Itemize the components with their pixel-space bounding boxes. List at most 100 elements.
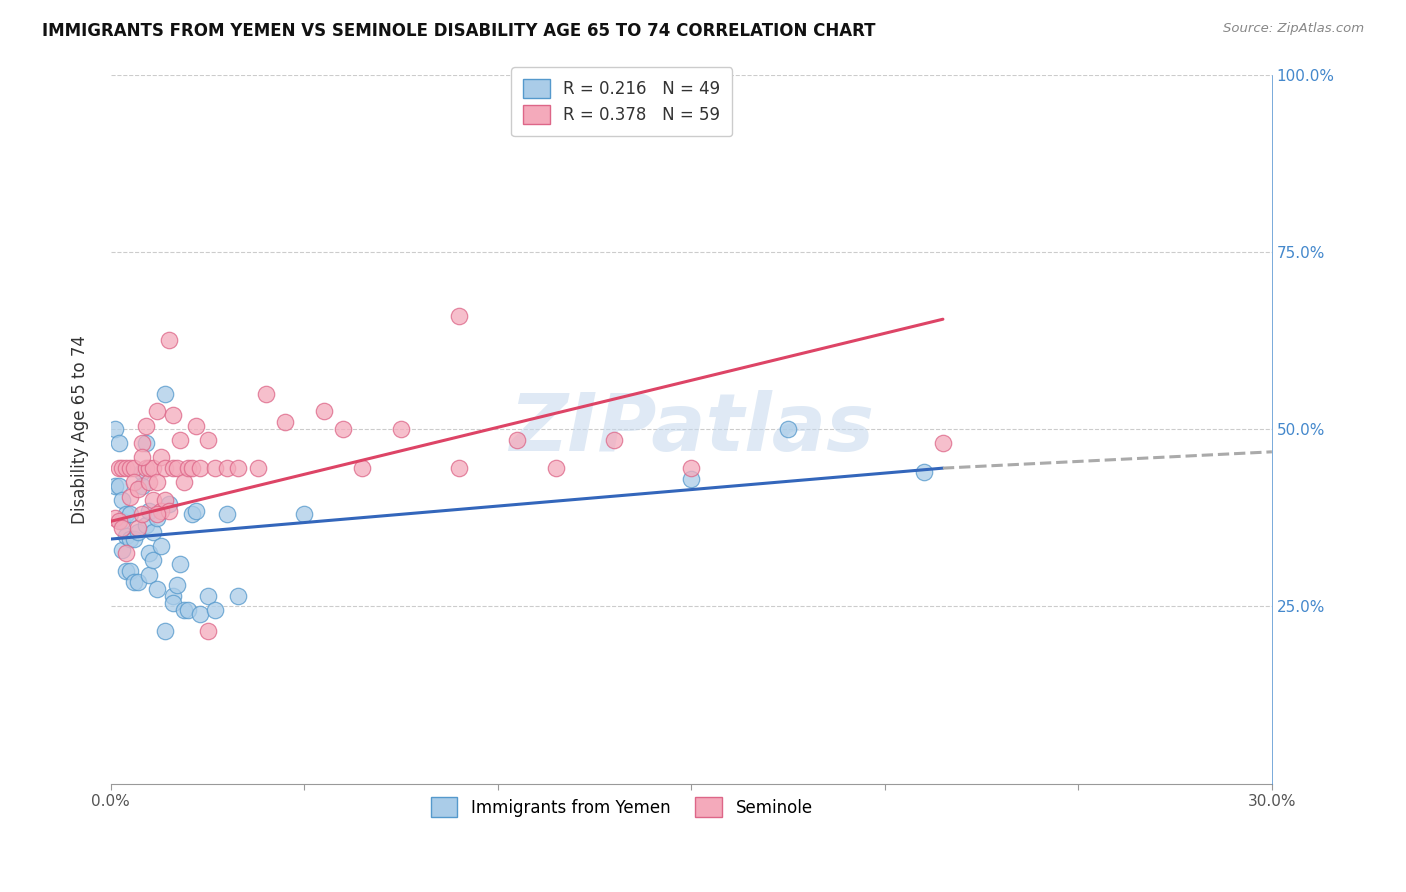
Point (111, 461, 134, 475)
Point (115, 528, 138, 542)
Point (204, 461, 226, 475)
Point (157, 497, 180, 511)
Point (135, 418, 157, 433)
Point (292, 507, 315, 521)
Point (107, 514, 129, 528)
Point (146, 510, 169, 524)
Point (153, 461, 176, 475)
Point (111, 493, 134, 508)
Point (188, 461, 211, 475)
Point (131, 507, 153, 521)
Point (157, 504, 180, 518)
Point (142, 553, 165, 567)
Point (312, 404, 335, 418)
Point (215, 507, 238, 521)
Point (131, 450, 153, 465)
Point (122, 475, 145, 490)
Point (122, 532, 145, 546)
Point (162, 596, 184, 610)
Text: ZIPatlas: ZIPatlas (509, 390, 875, 468)
Point (912, 465, 935, 479)
Point (449, 309, 471, 323)
Point (146, 507, 169, 521)
Point (107, 461, 129, 475)
Point (150, 539, 173, 553)
Point (181, 507, 204, 521)
Point (135, 517, 157, 532)
Point (131, 436, 153, 450)
Point (274, 415, 297, 429)
Point (150, 504, 173, 518)
Point (115, 507, 138, 521)
Point (138, 546, 160, 560)
Point (681, 461, 703, 475)
Point (166, 578, 188, 592)
Point (246, 461, 269, 475)
Point (603, 433, 626, 447)
Point (138, 504, 160, 518)
Point (215, 461, 238, 475)
Point (197, 624, 219, 639)
Point (127, 483, 149, 497)
Point (162, 461, 184, 475)
Point (184, 504, 207, 518)
Point (127, 574, 149, 589)
Point (544, 461, 567, 475)
Point (153, 493, 176, 508)
Point (157, 334, 180, 348)
Point (120, 490, 142, 504)
Point (184, 418, 207, 433)
Point (104, 510, 127, 524)
Point (188, 607, 211, 621)
Point (146, 404, 169, 418)
Point (120, 532, 142, 546)
Point (169, 557, 191, 571)
Point (506, 433, 529, 447)
Point (120, 461, 142, 475)
Point (254, 386, 277, 401)
Point (142, 461, 165, 475)
Text: IMMIGRANTS FROM YEMEN VS SEMINOLE DISABILITY AGE 65 TO 74 CORRELATION CHART: IMMIGRANTS FROM YEMEN VS SEMINOLE DISABI… (42, 22, 876, 40)
Point (932, 436, 955, 450)
Point (228, 589, 250, 603)
Point (197, 433, 219, 447)
Legend: Immigrants from Yemen, Seminole: Immigrants from Yemen, Seminole (422, 789, 821, 825)
Point (228, 461, 250, 475)
Point (181, 461, 204, 475)
Point (449, 461, 471, 475)
Point (332, 422, 354, 436)
Point (681, 472, 703, 486)
Point (150, 450, 173, 465)
Point (177, 603, 200, 617)
Point (166, 461, 188, 475)
Point (153, 386, 176, 401)
Point (135, 436, 157, 450)
Point (138, 461, 160, 475)
Point (138, 475, 160, 490)
Point (146, 475, 169, 490)
Point (204, 603, 226, 617)
Point (111, 514, 134, 528)
Y-axis label: Disability Age 65 to 74: Disability Age 65 to 74 (72, 334, 89, 524)
Point (173, 603, 195, 617)
Point (146, 582, 169, 596)
Point (120, 507, 142, 521)
Point (778, 422, 800, 436)
Point (107, 436, 129, 450)
Point (115, 546, 138, 560)
Point (162, 408, 184, 422)
Point (142, 524, 165, 539)
Point (142, 493, 165, 508)
Point (107, 479, 129, 493)
Point (173, 475, 195, 490)
Point (153, 624, 176, 639)
Point (131, 479, 153, 493)
Text: Source: ZipAtlas.com: Source: ZipAtlas.com (1223, 22, 1364, 36)
Point (389, 422, 412, 436)
Point (111, 542, 134, 557)
Point (138, 567, 160, 582)
Point (122, 574, 145, 589)
Point (177, 461, 200, 475)
Point (104, 422, 127, 436)
Point (131, 465, 153, 479)
